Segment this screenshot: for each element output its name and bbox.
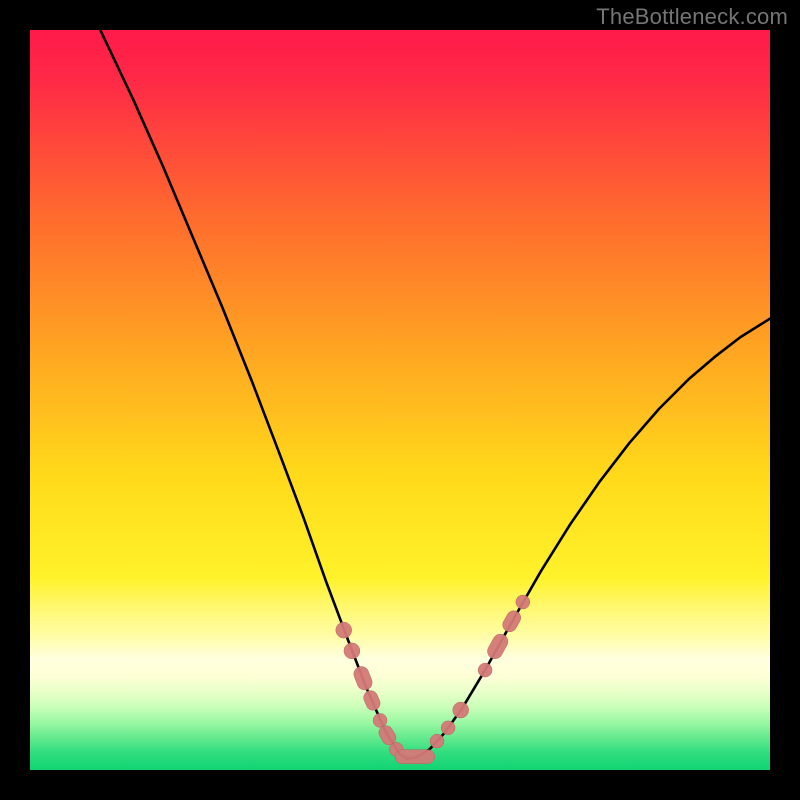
marker-dot (430, 734, 444, 748)
marker-dot (441, 721, 455, 735)
chart-plot-area (30, 30, 770, 770)
chart-outer-frame: TheBottleneck.com (0, 0, 800, 800)
chart-svg (30, 30, 770, 770)
marker-dot (336, 622, 352, 638)
marker-dot (516, 595, 530, 609)
marker-dot (344, 643, 360, 659)
marker-pill (395, 750, 435, 764)
gradient-background (30, 30, 770, 770)
marker-dot (453, 702, 469, 718)
marker-dot (478, 663, 492, 677)
watermark-text: TheBottleneck.com (596, 4, 788, 30)
marker-dot (373, 713, 387, 727)
